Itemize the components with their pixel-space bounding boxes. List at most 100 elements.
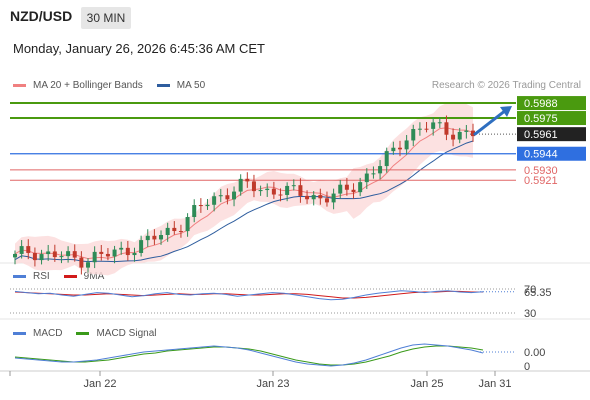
candle-body	[52, 251, 57, 258]
candle-body	[26, 246, 31, 253]
rsi-legend: RSI 9MA	[13, 271, 104, 282]
rsi-axis-label-0: 70	[524, 284, 536, 296]
candle-body	[172, 227, 177, 232]
level-label-pivot-3: 0.5944	[524, 149, 558, 161]
candle-body	[417, 128, 422, 130]
bollinger-band	[15, 103, 473, 276]
candle-body	[358, 182, 363, 193]
level-label-support-4: 0.5930	[524, 165, 558, 177]
candle-body	[271, 188, 276, 195]
ma20-line	[14, 127, 474, 260]
time-tick-label-0: Jan 22	[83, 378, 116, 390]
rsi-ma-legend-swatch	[63, 275, 77, 278]
candle-body	[305, 195, 310, 200]
candle-body	[112, 249, 117, 257]
candle-body	[39, 254, 44, 261]
macd-signal-legend-swatch	[76, 332, 90, 335]
candle-body	[311, 195, 316, 200]
candle-body	[464, 130, 469, 132]
candle-body	[411, 129, 416, 141]
forecast-arrow-head	[500, 106, 512, 118]
rsi-axis-label-2: 30	[524, 308, 536, 320]
candle-body	[238, 178, 243, 192]
candle-body	[424, 128, 429, 130]
rsi-legend-label: RSI	[33, 271, 50, 282]
candle-body	[46, 251, 51, 255]
time-tick-label-1: Jan 23	[256, 378, 289, 390]
candle-body	[245, 178, 250, 182]
candle-body	[99, 251, 104, 254]
rsi-axis-label-1: 65.35	[524, 287, 552, 299]
level-tag-target-0	[517, 96, 586, 111]
macd-legend-swatch	[13, 332, 26, 335]
candle-body	[265, 188, 270, 191]
datetime-label: Monday, January 26, 2026 6:45:36 AM CET	[13, 41, 265, 56]
timeframe-badge[interactable]: 30 MIN	[81, 7, 131, 29]
candle-body	[331, 193, 336, 203]
candle-body	[397, 147, 402, 150]
instrument-title: NZD/USD	[10, 8, 73, 24]
candle-body	[324, 198, 329, 203]
time-tick-label-3: Jan 31	[478, 378, 511, 390]
candle-body	[384, 151, 389, 167]
candle-body	[251, 181, 256, 192]
macd-legend: MACD MACD Signal	[13, 328, 156, 339]
macd-value-label: 0.00	[524, 347, 545, 359]
macd-signal-legend-label: MACD Signal	[96, 328, 157, 339]
candle-body	[378, 166, 383, 174]
macd-signal-line	[14, 345, 484, 366]
forecast-arrow-shaft	[473, 108, 508, 136]
ma50-legend-label: MA 50	[176, 80, 206, 91]
candle-body	[132, 252, 137, 256]
candle-body	[318, 195, 323, 199]
rsi-ma-legend-label: 9MA	[83, 271, 105, 282]
candle-body	[92, 251, 97, 263]
candle-body	[205, 204, 210, 207]
macd-legend-label: MACD	[33, 328, 63, 339]
candle-body	[451, 134, 456, 140]
candle-body	[258, 190, 263, 192]
ma50-line	[14, 140, 474, 263]
candle-body	[431, 122, 436, 129]
candle-body	[285, 185, 290, 195]
level-tag-target-1	[517, 111, 586, 126]
candle-body	[145, 235, 150, 241]
time-tick-label-2: Jan 25	[410, 378, 443, 390]
candle-body	[291, 185, 296, 187]
candle-body	[105, 253, 110, 257]
candle-body	[178, 231, 183, 233]
candle-body	[391, 147, 396, 152]
macd-line	[14, 343, 484, 367]
candle-body	[444, 122, 449, 135]
candle-body	[278, 194, 283, 196]
candle-body	[79, 257, 84, 268]
level-label-target-0: 0.5988	[524, 98, 558, 110]
candle-body	[125, 247, 130, 256]
candle-body	[351, 189, 356, 193]
candle-body	[364, 173, 369, 183]
candle-body	[165, 227, 170, 236]
candle-body	[457, 131, 462, 140]
ma20-legend-label: MA 20 + Bollinger Bands	[33, 80, 143, 91]
candle-body	[152, 235, 157, 240]
candle-body	[185, 217, 190, 232]
macd-zero-label: 0	[524, 361, 530, 373]
rsi-line	[14, 290, 484, 301]
candle-body	[225, 195, 230, 200]
candle-body	[298, 185, 303, 196]
candle-body	[344, 184, 349, 190]
candle-body	[192, 205, 197, 218]
level-tag-pivot-3	[517, 146, 586, 161]
candle-body	[59, 256, 64, 258]
candle-body	[404, 140, 409, 150]
candle-body	[86, 262, 91, 268]
candle-body	[32, 252, 37, 261]
ma20-legend-swatch	[13, 84, 26, 87]
candle-body	[66, 251, 71, 257]
candle-body	[72, 251, 77, 258]
level-label-target-1: 0.5975	[524, 113, 558, 125]
candle-body	[119, 247, 124, 250]
candle-body	[437, 122, 442, 124]
research-credit: Research © 2026 Trading Central	[431, 80, 581, 91]
